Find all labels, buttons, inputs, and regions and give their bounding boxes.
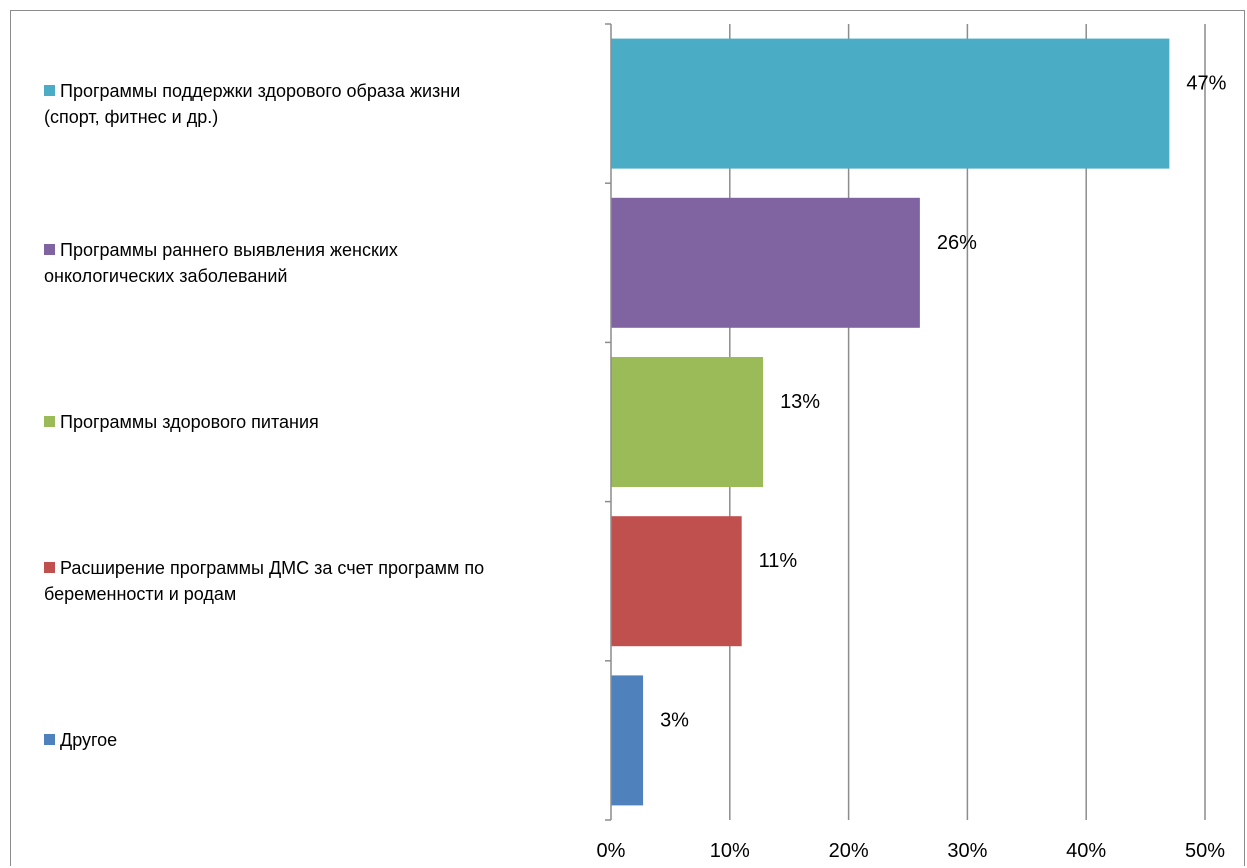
- bar: [611, 357, 764, 487]
- legend-line: Программы здорового питания: [44, 409, 604, 435]
- legend-label: беременности и родам: [44, 584, 237, 604]
- bar: [611, 675, 644, 806]
- axes: [605, 23, 612, 821]
- legend-swatch: [44, 734, 55, 745]
- data-label: 47%: [1186, 73, 1226, 95]
- legend-label: онкологических заболеваний: [44, 266, 288, 286]
- bars: [611, 38, 1170, 806]
- legend-line: (спорт, фитнес и др.): [44, 104, 604, 130]
- legend-item: Программы раннего выявления женских онкол…: [44, 237, 604, 289]
- bar: [611, 516, 742, 647]
- tick-labels: 0% 10% 20% 30% 40% 50%: [597, 840, 1226, 862]
- legend-label: Программы поддержки здорового образа жиз…: [60, 81, 461, 101]
- legend-label: Программы здорового питания: [60, 412, 319, 432]
- data-label: 11%: [759, 550, 798, 572]
- data-label: 3%: [660, 709, 689, 731]
- legend-label: Программы раннего выявления женских: [60, 240, 398, 260]
- legend-line: Программы раннего выявления женских: [44, 237, 604, 263]
- data-label: 13%: [780, 391, 820, 413]
- legend-swatch: [44, 85, 55, 96]
- legend-swatch: [44, 562, 55, 573]
- x-tick-label: 20%: [829, 840, 869, 862]
- legend-line: онкологических заболеваний: [44, 263, 604, 289]
- legend-label: Расширение программы ДМС за счет програм…: [60, 558, 485, 578]
- data-labels: 47% 26% 13% 11% 3%: [660, 73, 1227, 732]
- x-tick-label: 0%: [597, 840, 626, 862]
- x-tick-label: 50%: [1185, 840, 1225, 862]
- x-tick-label: 30%: [947, 840, 987, 862]
- legend-item: Расширение программы ДМС за счет програм…: [44, 555, 604, 607]
- bar: [611, 38, 1170, 169]
- legend-line: беременности и родам: [44, 581, 604, 607]
- legend-item: Программы поддержки здорового образа жиз…: [44, 78, 604, 130]
- legend-swatch: [44, 244, 55, 255]
- legend-label: (спорт, фитнес и др.): [44, 107, 219, 127]
- x-tick-label: 10%: [710, 840, 750, 862]
- bar: [611, 197, 920, 328]
- legend-label: Другое: [60, 730, 118, 750]
- legend-line: Другое: [44, 727, 604, 753]
- x-tick-label: 40%: [1066, 840, 1106, 862]
- legend-line: Расширение программы ДМС за счет програм…: [44, 555, 604, 581]
- legend-item: Другое: [44, 727, 604, 753]
- data-label: 26%: [937, 232, 977, 254]
- legend-item: Программы здорового питания: [44, 409, 604, 435]
- legend-line: Программы поддержки здорового образа жиз…: [44, 78, 604, 104]
- legend-swatch: [44, 416, 55, 427]
